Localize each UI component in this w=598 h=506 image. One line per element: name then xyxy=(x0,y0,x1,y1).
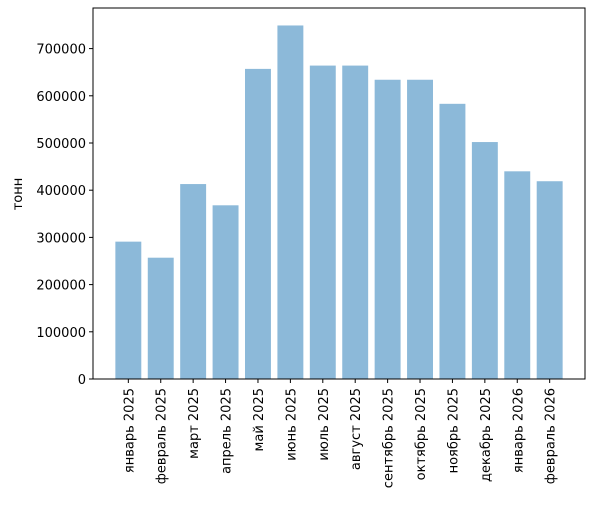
x-tick-label: июль 2025 xyxy=(317,388,332,461)
bar xyxy=(212,205,239,379)
x-tick-label: апрель 2025 xyxy=(220,388,235,474)
x-tick-label: март 2025 xyxy=(187,388,202,459)
x-tick-label: июнь 2025 xyxy=(284,388,299,461)
x-tick-label: май 2025 xyxy=(252,388,267,451)
y-axis-label: тонн xyxy=(11,178,26,211)
y-tick-label: 700000 xyxy=(36,43,86,58)
bar xyxy=(407,79,433,379)
y-tick-label: 0 xyxy=(78,373,86,388)
bar xyxy=(180,184,207,379)
y-tick-label: 100000 xyxy=(36,326,86,341)
y-tick-label: 400000 xyxy=(36,184,86,199)
bar xyxy=(342,65,369,380)
x-tick-label: декабрь 2025 xyxy=(479,388,494,482)
bar xyxy=(504,171,531,379)
x-tick-label: январь 2025 xyxy=(122,388,137,473)
x-tick-label: февраль 2025 xyxy=(155,388,170,484)
x-tick-label: сентябрь 2025 xyxy=(382,388,397,488)
x-tick-label: январь 2026 xyxy=(511,388,526,473)
bar xyxy=(309,65,336,380)
bar xyxy=(536,181,563,379)
y-tick-label: 600000 xyxy=(36,90,86,105)
bar xyxy=(115,241,142,379)
x-tick-label: август 2025 xyxy=(349,388,364,470)
y-tick-label: 300000 xyxy=(36,231,86,246)
bar xyxy=(439,103,466,380)
y-tick-label: 200000 xyxy=(36,279,86,294)
x-tick-label: октябрь 2025 xyxy=(414,388,429,480)
bar xyxy=(245,68,271,379)
x-tick-label: ноябрь 2025 xyxy=(446,388,461,473)
y-tick-label: 500000 xyxy=(36,137,86,152)
bar xyxy=(277,25,304,379)
bar xyxy=(147,257,174,379)
plot-frame xyxy=(92,7,586,380)
x-tick-label: февраль 2026 xyxy=(544,388,559,484)
bar xyxy=(374,79,401,379)
bar xyxy=(471,142,498,379)
